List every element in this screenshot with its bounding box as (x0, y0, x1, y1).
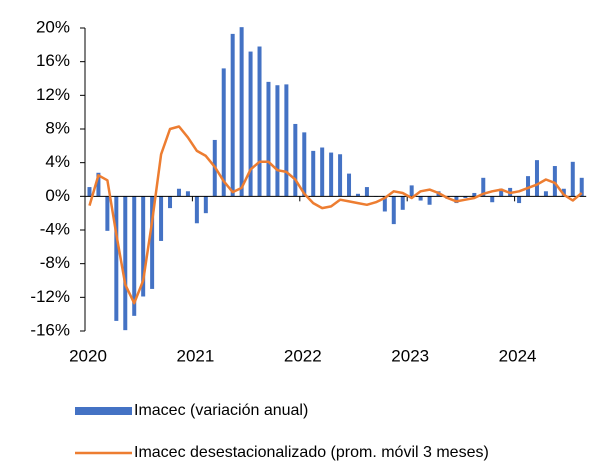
bar (176, 188, 181, 197)
bar (230, 33, 235, 197)
bar (266, 81, 271, 197)
x-tick-label: 2020 (69, 346, 107, 365)
line-series (88, 125, 583, 305)
bar (391, 196, 396, 225)
legend-swatch (75, 407, 132, 415)
bar (534, 160, 539, 197)
bar (499, 188, 504, 197)
bar (543, 191, 548, 197)
bar (347, 173, 352, 197)
bar (382, 196, 387, 212)
bar (114, 196, 119, 321)
bar (203, 196, 208, 214)
bar (141, 196, 146, 297)
bar (302, 132, 307, 197)
bar (418, 196, 423, 201)
bar (570, 161, 575, 197)
bar (293, 123, 298, 197)
bar (355, 193, 360, 197)
legend-label: Imacec desestacionalizado (prom. móvil 3… (134, 444, 489, 461)
x-tick-label: 2021 (176, 346, 214, 365)
bar (185, 191, 190, 197)
bar (221, 68, 226, 197)
bar (329, 152, 334, 197)
y-tick-label: 12% (36, 85, 70, 104)
bar (105, 196, 110, 231)
bar (194, 196, 199, 224)
bar (427, 196, 432, 205)
legend-label: Imacec (variación anual) (134, 402, 308, 419)
bar (320, 147, 325, 197)
bar (123, 196, 128, 331)
bar (409, 185, 414, 197)
y-tick-label: 8% (45, 118, 70, 137)
bar (338, 154, 343, 197)
x-tick-label: 2024 (499, 346, 537, 365)
bar (150, 196, 155, 289)
y-tick-label: 16% (36, 51, 70, 70)
bar (561, 188, 566, 197)
y-tick-label: -4% (40, 219, 70, 238)
bar (239, 27, 244, 197)
bar (400, 196, 405, 210)
bar (87, 187, 92, 197)
bar (311, 150, 316, 197)
y-tick-label: 4% (45, 152, 70, 171)
bar (463, 196, 468, 199)
y-tick-label: -12% (30, 287, 70, 306)
y-tick-label: -16% (30, 320, 70, 339)
bar (364, 187, 369, 197)
bar (526, 176, 531, 197)
y-tick-label: -8% (40, 253, 70, 272)
bar (490, 196, 495, 203)
bar (257, 46, 262, 197)
x-tick-label: 2023 (391, 346, 429, 365)
bar (132, 196, 137, 316)
bar (481, 177, 486, 197)
bar (517, 196, 522, 204)
bar (579, 177, 584, 197)
bar (96, 172, 101, 197)
bar (275, 85, 280, 197)
bar (159, 196, 164, 241)
bar (284, 84, 289, 197)
bar (168, 196, 173, 209)
bar (472, 192, 477, 197)
bar (454, 196, 459, 204)
bar (552, 166, 557, 197)
y-tick-label: 20% (36, 17, 70, 36)
bar (248, 51, 253, 197)
x-tick-label: 2022 (284, 346, 322, 365)
y-tick-label: 0% (45, 186, 70, 205)
